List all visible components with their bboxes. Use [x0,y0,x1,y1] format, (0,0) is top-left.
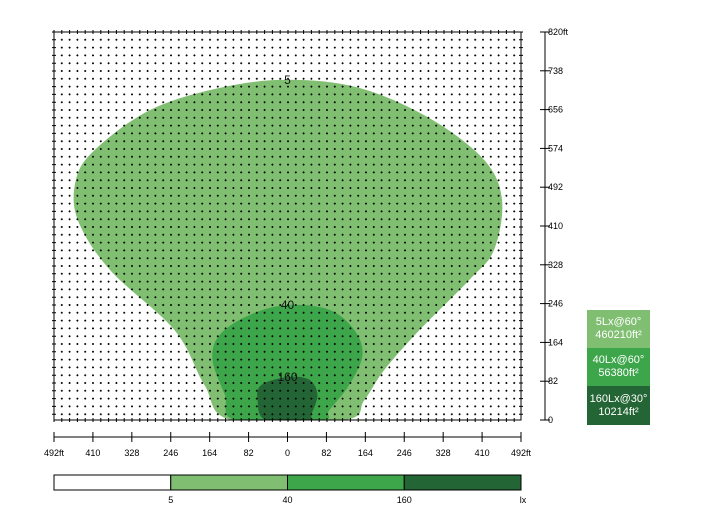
y-tick-label: 656 [548,105,563,115]
axes: 492ft 410 328 246 164 82 0 82 164 246 328 410 492ft 0… [44,27,569,458]
dot-grid [60,38,516,416]
scale-segment [403,474,522,491]
y-tick-label: 820ft [548,27,569,37]
x-tick-label: 246 [163,448,178,458]
legend-item-line1: 5Lx@60° [595,316,642,328]
x-tick-label: 492ft [511,448,532,458]
x-tick-label: 164 [202,448,217,458]
x-tick-label: 82 [244,448,254,458]
y-tick-label: 164 [548,337,563,347]
legend-item-line2: 56380ft² [598,367,639,379]
y-tick-label: 738 [548,66,563,76]
y-tick-label: 328 [548,260,563,270]
scale-segment [170,474,288,491]
frame-ticks [52,30,523,422]
legend-item-line2: 10214ft² [598,405,639,418]
scale-label: 40 [282,495,292,505]
x-tick-label: 410 [475,448,490,458]
contour-labels: 5 40 160 [277,73,297,384]
legend-item-line2: 460210ft² [595,329,642,341]
legend-item: 160Lx@30° 10214ft² [587,386,650,425]
scale-segment [287,474,405,491]
x-tick-label: 410 [85,448,100,458]
scale-label: 160 [397,495,412,505]
scale-label: 5 [168,495,173,505]
y-tick-label: 82 [548,376,558,386]
y-tick-label: 410 [548,221,563,231]
contour-label-5: 5 [284,73,291,87]
x-tick-label: 164 [358,448,373,458]
contour-label-160: 160 [277,370,297,384]
legend-item-line1: 40Lx@60° [592,354,645,366]
legend-item: 40Lx@60° 56380ft² [587,348,650,386]
x-tick-label: 492ft [44,448,65,458]
legend-item-line1: 160Lx@30° [589,392,648,405]
y-tick-label: 0 [548,415,553,425]
x-tick-label: 328 [124,448,139,458]
x-tick-label: 0 [285,448,290,458]
x-tick-label: 246 [397,448,412,458]
y-tick-label: 574 [548,143,563,153]
scale-unit: lx [520,495,527,505]
contour-label-40: 40 [281,298,295,312]
legend-item: 5Lx@60° 460210ft² [587,310,650,348]
grid-dots [60,38,516,416]
scale-segment [53,474,172,491]
x-tick-label: 328 [436,448,451,458]
y-tick-label: 492 [548,182,563,192]
color-scale-bar: 5 40 160 lx [53,474,527,505]
x-tick-label: 82 [321,448,331,458]
y-tick-label: 246 [548,299,563,309]
